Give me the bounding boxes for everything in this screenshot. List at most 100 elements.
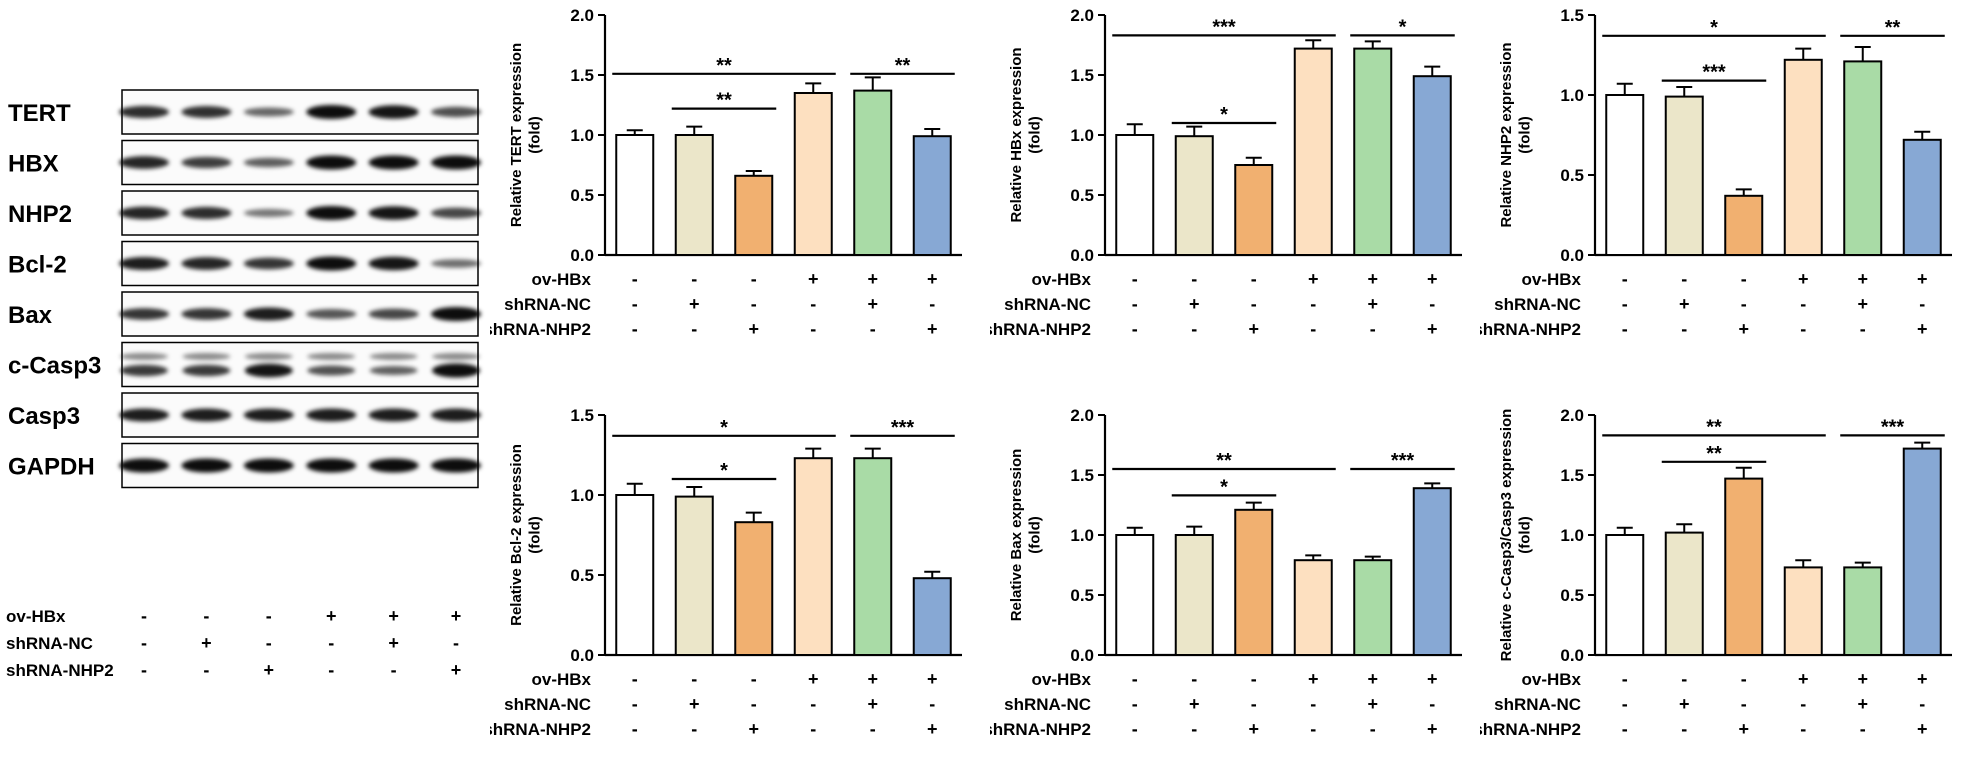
blot-band — [369, 365, 418, 376]
treatment-label: ov-HBx — [531, 670, 591, 689]
tert-expression-chart: Relative TERT expression (fold) 0.0 0.5 1.0 1… — [490, 6, 962, 339]
bar-group-2 — [1664, 531, 1704, 657]
treatment-sign: + — [808, 269, 819, 289]
bar-group-5 — [853, 89, 893, 256]
y-tick-label: 1.5 — [1560, 6, 1584, 25]
treatment-label: shRNA-NC — [1494, 295, 1581, 314]
blot-strip — [121, 139, 479, 186]
y-tick-label: 2.0 — [570, 6, 594, 25]
blot-label-tert: TERT — [8, 100, 71, 127]
significance-marker: * — [720, 460, 728, 482]
significance-marker: ** — [1216, 450, 1232, 472]
y-tick-label: 0.0 — [1070, 646, 1094, 665]
treatment-sign: + — [867, 669, 878, 689]
treatment-sign: - — [1741, 694, 1747, 714]
bar-group-2 — [1174, 534, 1214, 656]
treatment-sign: + — [451, 660, 462, 680]
y-tick-label: 1.0 — [1070, 126, 1094, 145]
treatment-label: shRNA-NHP2 — [1480, 320, 1581, 339]
treatment-sign: - — [632, 719, 638, 739]
treatment-sign: - — [632, 694, 638, 714]
y-tick-label: 1.0 — [1560, 86, 1584, 105]
treatment-sign: + — [1427, 719, 1438, 739]
treatment-sign: - — [691, 319, 697, 339]
blot-band — [181, 257, 232, 270]
treatment-sign: + — [1248, 719, 1259, 739]
treatment-sign: - — [141, 660, 147, 680]
treatment-sign: - — [1860, 719, 1866, 739]
treatment-sign: - — [810, 694, 816, 714]
treatment-sign: - — [1191, 269, 1197, 289]
bar-group-2 — [674, 134, 714, 256]
significance-marker: ** — [895, 55, 911, 77]
y-tick-label: 0.5 — [570, 186, 594, 205]
y-tick-label: 1.0 — [1560, 526, 1584, 545]
treatment-sign: - — [691, 669, 697, 689]
treatment-sign: - — [141, 633, 147, 653]
y-tick-label: 0.5 — [1560, 586, 1584, 605]
treatment-sign: - — [691, 719, 697, 739]
treatment-sign: - — [1622, 294, 1628, 314]
treatment-sign: + — [1367, 294, 1378, 314]
y-tick-label: 0.5 — [1070, 186, 1094, 205]
y-tick-label: 1.0 — [570, 126, 594, 145]
blot-band — [119, 256, 169, 271]
treatment-sign: + — [1189, 294, 1200, 314]
bar-group-5 — [1353, 559, 1393, 656]
treatment-sign: + — [1367, 694, 1378, 714]
blot-band — [243, 408, 294, 422]
treatment-sign: + — [451, 606, 462, 626]
blot-band — [119, 408, 169, 422]
treatment-sign: + — [1738, 719, 1749, 739]
bar-group-4 — [1783, 58, 1823, 256]
treatment-sign: + — [927, 269, 938, 289]
bar-group-3 — [1234, 508, 1274, 656]
treatment-sign: - — [1622, 694, 1628, 714]
blot-band — [307, 365, 356, 376]
blot-band — [244, 353, 293, 360]
bar-group-3 — [1724, 194, 1764, 257]
significance-marker: * — [1220, 104, 1228, 126]
blot-band — [119, 458, 169, 473]
blot-band — [431, 458, 481, 473]
treatment-sign: + — [1917, 669, 1928, 689]
treatment-sign: - — [1681, 319, 1687, 339]
treatment-label: shRNA-NHP2 — [1480, 720, 1581, 739]
significance-marker: *** — [891, 417, 915, 439]
treatment-sign: + — [1308, 269, 1319, 289]
y-tick-label: 1.0 — [570, 486, 594, 505]
bar-group-6 — [1902, 138, 1942, 256]
treatment-sign: + — [927, 669, 938, 689]
treatment-sign: + — [748, 319, 759, 339]
bar-group-3 — [734, 174, 774, 256]
y-axis-label: Relative HBx expression (fold) — [1008, 47, 1044, 222]
significance-marker: ** — [1706, 416, 1722, 438]
treatment-sign: - — [266, 633, 272, 653]
blot-band — [119, 105, 169, 119]
significance-marker: *** — [1212, 16, 1236, 38]
blot-strip — [121, 392, 479, 438]
blot-band — [306, 408, 357, 422]
treatment-sign: + — [1917, 319, 1928, 339]
blot-band — [243, 257, 294, 270]
blot-band — [368, 206, 419, 220]
treatment-sign: - — [751, 669, 757, 689]
treatment-sign: + — [867, 694, 878, 714]
blot-band — [369, 353, 418, 360]
treatment-sign: - — [1429, 694, 1435, 714]
bax-expression-chart: Relative Bax expression (fold) 0.0 0.5 1.0 1.… — [990, 406, 1462, 739]
blot-band — [181, 156, 232, 169]
treatment-sign: - — [751, 294, 757, 314]
significance-marker: * — [1399, 16, 1407, 38]
blot-band — [368, 256, 419, 271]
blot-band — [306, 155, 357, 170]
blot-band — [306, 458, 357, 473]
blot-strip — [121, 291, 479, 337]
y-tick-label: 1.5 — [570, 66, 594, 85]
treatment-sign: - — [1429, 294, 1435, 314]
treatment-sign: + — [927, 719, 938, 739]
treatment-sign: - — [1370, 719, 1376, 739]
blot-band — [306, 206, 357, 220]
blot-strip — [121, 442, 479, 489]
treatment-sign: - — [929, 294, 935, 314]
